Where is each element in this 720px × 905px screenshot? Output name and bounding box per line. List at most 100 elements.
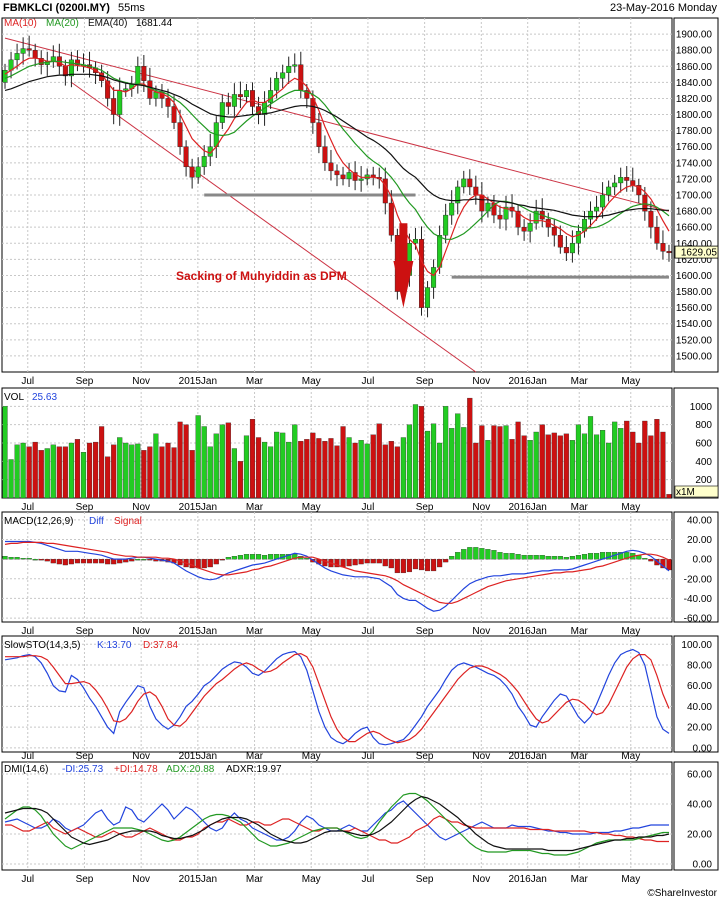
macd-histogram-bar — [364, 558, 370, 564]
y-tick-label: 1880.00 — [676, 46, 713, 57]
volume-bar — [545, 434, 551, 499]
volume-bar — [618, 428, 624, 499]
macd-histogram-bar — [111, 558, 117, 565]
macd-histogram-bar — [141, 558, 147, 561]
macd-histogram-bar — [262, 555, 268, 560]
candle — [455, 186, 461, 204]
volume-bar — [437, 442, 443, 499]
volume-bar — [171, 447, 177, 499]
x-tick-label: Nov — [132, 502, 150, 513]
dmi-legend-minus: -DI:25.73 — [62, 764, 104, 775]
volume-bar — [569, 440, 575, 499]
x-tick-label: May — [302, 626, 321, 637]
macd-histogram-bar — [503, 553, 509, 560]
x-axis-labels: Jul Sep Nov 2015Jan Mar May Jul Sep Nov 2016Jan Ma… — [21, 502, 640, 513]
x-tick-label: Sep — [416, 626, 434, 637]
macd-histogram-bar — [394, 558, 400, 574]
volume-bar — [406, 424, 412, 499]
x-tick-label: Jul — [21, 751, 34, 762]
volume-bar — [304, 439, 310, 499]
macd-histogram-bar — [581, 554, 588, 560]
footer-credit: ©ShareInvestor — [647, 888, 717, 899]
candle — [237, 94, 243, 98]
volume-bar — [316, 438, 322, 499]
y-tick-label: 800 — [695, 420, 712, 431]
macd-histogram-bar — [406, 558, 412, 573]
candle — [111, 98, 117, 115]
macd-histogram-bar — [412, 558, 419, 570]
candle — [219, 102, 225, 123]
volume-bar — [8, 459, 14, 499]
x-tick-label: Jul — [21, 376, 34, 387]
volume-bar — [38, 450, 44, 499]
candle — [666, 251, 672, 254]
macd-histogram-bar — [467, 547, 473, 560]
macd-histogram-bar — [587, 553, 594, 560]
x-tick-label: May — [621, 874, 640, 885]
volume-bar — [328, 438, 334, 499]
macd-histogram-bar — [388, 558, 394, 569]
volume-bar — [298, 441, 304, 499]
macd-histogram-bar — [74, 558, 81, 564]
panel-macd: 40.00 20.00 0.00 -20.00 -40.00 -60.00 MACD(12,… — [1, 511, 719, 625]
macd-histogram-bar — [62, 558, 68, 566]
sto-legend-label: SlowSTO(14,3,5) — [4, 640, 81, 651]
y-axis-frame — [673, 17, 719, 373]
x-tick-label: Mar — [246, 502, 264, 513]
candle — [171, 106, 177, 123]
volume-bar — [539, 424, 545, 499]
x-tick-label: Jul — [362, 751, 375, 762]
candle — [563, 247, 569, 254]
candle — [20, 48, 26, 54]
volume-bar — [117, 437, 123, 499]
macd-histogram-bar — [189, 558, 195, 569]
y-tick-label: 1620.00 — [676, 255, 713, 266]
last-price-box — [674, 245, 719, 259]
macd-histogram-bar — [38, 558, 44, 561]
candle — [135, 66, 141, 85]
candle — [334, 170, 340, 176]
macd-histogram-bar — [521, 555, 527, 560]
candle — [328, 162, 334, 172]
x-tick-label: Nov — [132, 376, 150, 387]
sto-legend-d: D:37.84 — [143, 640, 178, 651]
volume-bar — [364, 443, 370, 499]
x-tick-label: May — [302, 376, 321, 387]
candle — [467, 178, 473, 188]
volume-legend-value: 25.63 — [32, 392, 57, 403]
macd-histogram-bar — [292, 554, 298, 560]
dmi-legend-adx: ADX:20.88 — [166, 764, 215, 775]
y-axis-frame — [673, 387, 719, 499]
volume-bar — [195, 415, 201, 499]
panel-price: 1900.00 1880.00 1860.00 1840.00 1820.00 1800.… — [1, 17, 719, 373]
x-tick-label: Nov — [472, 751, 490, 762]
volume-bar — [243, 435, 250, 499]
macd-histogram-bar — [539, 555, 545, 560]
x-tick-label: Jul — [21, 626, 34, 637]
y-tick-label: 1740.00 — [676, 158, 713, 169]
volume-bar — [630, 431, 636, 499]
candle — [557, 235, 563, 248]
volume-bar — [612, 421, 618, 499]
x-tick-label: Nov — [472, 874, 490, 885]
candle — [280, 72, 286, 79]
macd-histogram-bar — [479, 548, 485, 560]
macd-histogram-bar — [418, 558, 425, 571]
candle — [231, 94, 237, 107]
candle — [479, 194, 485, 212]
candle — [521, 226, 527, 232]
panel-frame — [1, 635, 673, 753]
candle — [183, 146, 189, 168]
y-tick-label: 20.00 — [687, 723, 712, 734]
x-tick-label: Sep — [416, 502, 434, 513]
x-tick-label: May — [621, 376, 640, 387]
y-tick-label: 1680.00 — [676, 207, 713, 218]
volume-bar — [268, 446, 274, 499]
macd-diff-line — [5, 540, 670, 612]
volume-bar — [322, 441, 328, 499]
candle — [569, 243, 575, 254]
dmi-legend-label: DMI(14,6) — [4, 764, 48, 775]
volume-bar — [431, 423, 437, 499]
volume-bar — [177, 421, 183, 499]
